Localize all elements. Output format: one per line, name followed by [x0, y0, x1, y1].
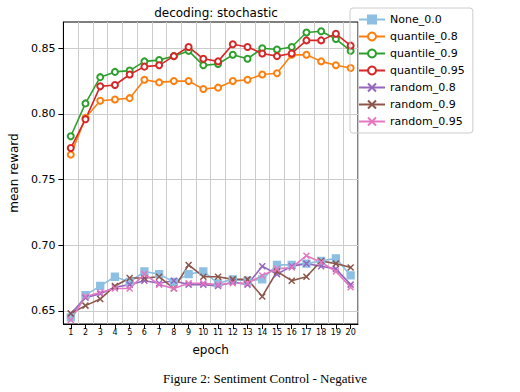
- svg-text:0.75: 0.75: [31, 173, 56, 186]
- svg-text:0.70: 0.70: [31, 239, 56, 252]
- svg-text:quantile_0.8: quantile_0.8: [390, 30, 458, 43]
- svg-text:19: 19: [331, 328, 341, 337]
- svg-text:quantile_0.9: quantile_0.9: [390, 47, 458, 60]
- svg-text:9: 9: [186, 328, 191, 337]
- svg-text:epoch: epoch: [192, 343, 229, 357]
- svg-text:17: 17: [301, 328, 311, 337]
- svg-text:15: 15: [272, 328, 282, 337]
- svg-text:12: 12: [228, 328, 238, 337]
- svg-text:0.80: 0.80: [31, 107, 56, 120]
- svg-text:7: 7: [157, 328, 162, 337]
- svg-text:random_0.9: random_0.9: [390, 98, 456, 111]
- svg-text:3: 3: [98, 328, 103, 337]
- svg-text:18: 18: [316, 328, 326, 337]
- svg-text:5: 5: [127, 328, 132, 337]
- svg-text:16: 16: [287, 328, 297, 337]
- svg-text:Figure 2: Sentiment Control -: Figure 2: Sentiment Control - Negative: [163, 371, 367, 386]
- svg-text:20: 20: [346, 328, 356, 337]
- svg-text:random_0.95: random_0.95: [390, 115, 463, 128]
- svg-text:4: 4: [112, 328, 117, 337]
- svg-text:random_0.8: random_0.8: [390, 81, 456, 94]
- svg-text:8: 8: [171, 328, 176, 337]
- svg-text:1: 1: [68, 328, 73, 337]
- svg-text:10: 10: [198, 328, 208, 337]
- svg-text:11: 11: [213, 328, 223, 337]
- svg-text:14: 14: [257, 328, 267, 337]
- svg-text:0.85: 0.85: [31, 42, 56, 55]
- svg-text:13: 13: [242, 328, 252, 337]
- svg-text:None_0.0: None_0.0: [390, 13, 442, 26]
- svg-text:0.65: 0.65: [31, 304, 56, 317]
- svg-text:quantile_0.95: quantile_0.95: [390, 64, 465, 77]
- svg-text:6: 6: [142, 328, 147, 337]
- svg-text:2: 2: [83, 328, 88, 337]
- svg-text:decoding: stochastic: decoding: stochastic: [154, 6, 278, 20]
- svg-text:mean reward: mean reward: [7, 133, 21, 212]
